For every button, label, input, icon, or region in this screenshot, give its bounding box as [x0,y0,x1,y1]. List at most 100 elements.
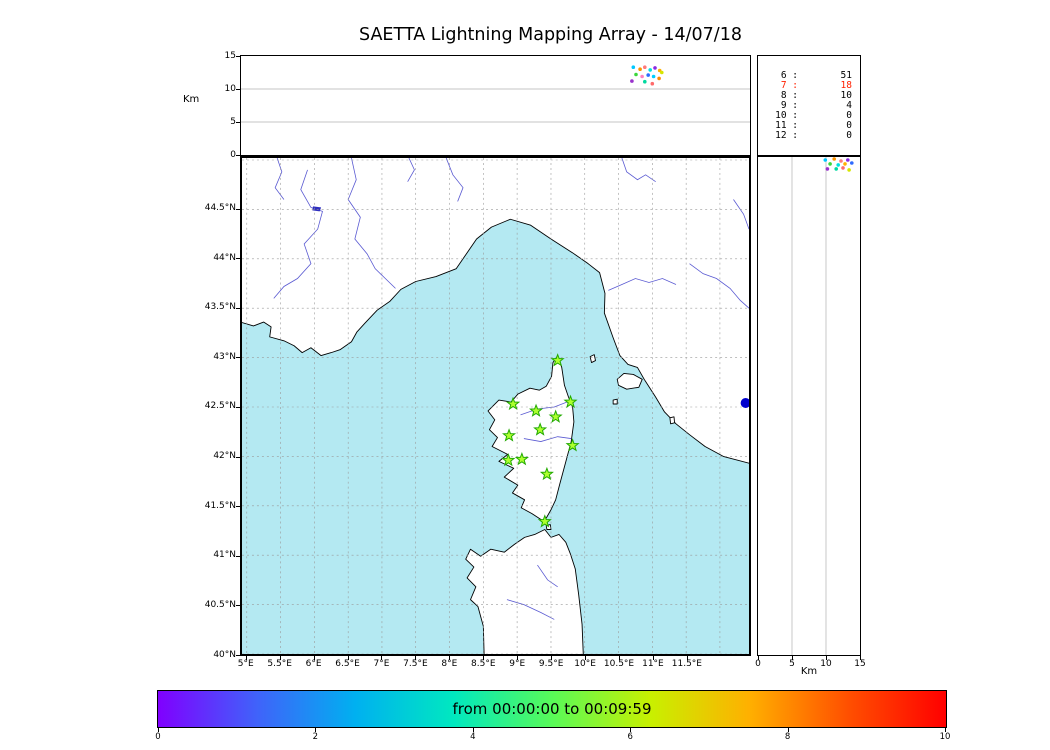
alt-right-tick [860,656,861,660]
lat-tick [236,208,240,210]
lon-tick-label: 7.5°E [403,659,428,669]
stats-source-count: 4 [846,100,852,111]
river [407,158,415,182]
lake [312,206,322,212]
stats-station-count: 6 : [780,70,798,81]
river [347,158,396,289]
lat-tick [236,258,240,260]
vhf-source-dot [648,68,652,72]
stats-source-count: 10 [840,90,852,101]
river [506,599,555,620]
stats-source-count: 0 [846,110,852,121]
vhf-source-dot [643,65,647,69]
lat-tick-label: 44.5°N [204,203,236,214]
station-star [529,403,544,417]
station-count-stats-panel: 6 : 51 7 : 18 8 : 10 9 : 4 10 : 0 11 : 0 12 : 0 [757,55,861,156]
colorbar-tick [945,728,946,732]
vhf-source-dot [631,65,636,69]
lat-tick [236,555,240,557]
landmass [487,355,575,523]
landmass [465,529,584,654]
river [445,158,464,202]
lat-tick-label: 42.5°N [204,401,236,412]
vhf-source-dot [630,79,634,83]
colorbar-tick-label: 4 [470,732,476,742]
colorbar-tick-label: 0 [155,732,161,742]
time-colorbar: from 00:00:00 to 00:09:59 [157,690,947,728]
colorbar-tick-label: 2 [312,732,319,742]
vhf-source-dot [834,167,838,171]
vhf-source-dot [651,74,656,79]
lon-tick-label: 5°E [237,659,254,669]
lat-tick [236,357,240,359]
lon-tick [619,656,621,660]
lon-tick [449,656,451,660]
lat-tick [236,307,240,309]
vhf-source-dot [843,162,847,166]
colorbar-tick-label: 6 [627,732,633,742]
lon-tick [517,656,519,660]
lat-tick [236,655,240,656]
lon-tick [279,656,281,660]
vhf-source-dot [657,76,661,81]
stats-row: 6 : 51 [758,71,860,81]
alt-tick [236,155,240,156]
map-panel [240,156,751,656]
landmass [616,372,643,390]
vhf-source-dot [850,161,854,165]
vhf-source-dot [634,72,638,77]
lat-tick-label: 44°N [213,252,236,263]
vhf-source-dot [643,79,647,84]
landmass [589,354,596,364]
station-star [514,451,529,466]
lat-tick-label: 43°N [213,351,236,362]
alt-right-tick [792,656,793,660]
station-star [565,438,580,452]
alt-tick-label: 10 [224,83,236,94]
station-star [539,466,554,481]
lon-tick-label: 11.5°E [671,659,702,669]
lat-tick [236,605,240,607]
lon-tick [313,656,315,660]
landmass [612,398,618,405]
lon-tick-label: 11°E [642,659,664,669]
stats-station-count: 8 : [780,90,798,101]
stats-row: 12 : 0 [758,131,860,141]
river [608,278,677,291]
stats-source-count: 0 [846,120,852,131]
vhf-source-dot [841,166,845,170]
landmass [669,416,676,425]
station-star [537,514,552,528]
alt-tick [236,122,240,123]
lon-tick-label: 9.5°E [538,659,564,669]
lat-tick [236,506,240,508]
lon-tick-label: 8.5°E [471,659,496,669]
vhf-source-dot [847,168,851,172]
stats-source-count: 18 [840,80,852,91]
altitude-axis-label: Km [183,94,200,105]
station-star [548,409,563,423]
lon-tick [551,656,553,660]
river [733,199,749,230]
stats-station-count: 9 : [780,100,798,111]
lat-tick-label: 40.5°N [204,599,236,610]
alt-right-tick [826,656,827,660]
vhf-source-dot [828,162,832,166]
station-star [563,394,578,409]
colorbar-tick [472,728,474,732]
alt-tick-label: 5 [230,116,236,127]
lon-tick [415,656,417,660]
lon-tick [585,656,587,660]
vhf-source-dot [825,167,830,171]
alt-right-tick-label: 0 [755,659,761,669]
stats-station-count: 11 : [775,120,798,131]
colorbar-tick-label: 10 [939,732,951,742]
lat-tick-label: 40°N [213,649,236,660]
vhf-source-dot [839,159,843,163]
altitude-latitude-panel [757,156,861,656]
vhf-source-dot [832,157,836,161]
station-star [533,422,548,436]
river [523,436,572,442]
stats-row: 7 : 18 [758,81,860,91]
